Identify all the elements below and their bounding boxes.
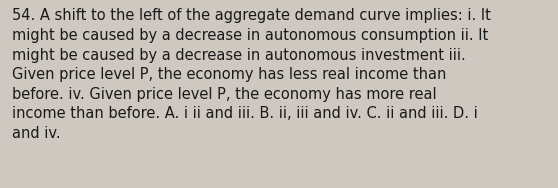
Text: 54. A shift to the left of the aggregate demand curve implies: i. It
might be ca: 54. A shift to the left of the aggregate… — [12, 8, 491, 141]
